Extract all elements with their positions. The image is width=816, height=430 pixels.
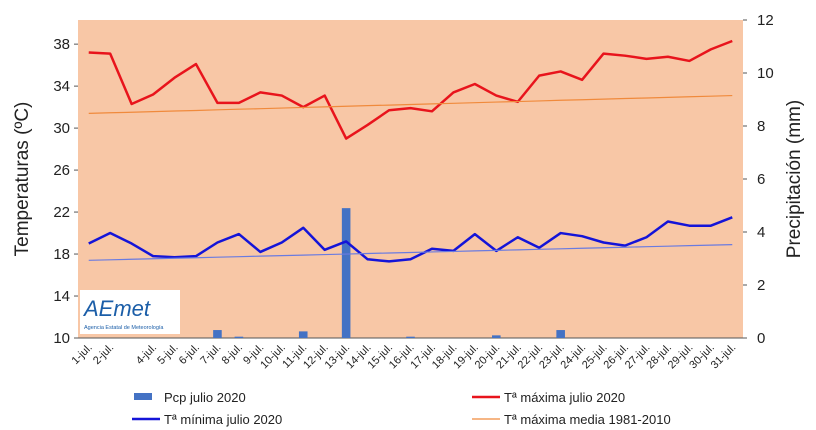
y-tick-label: 18 [53,246,70,263]
logo-box [80,290,180,334]
y-axis-title: Temperaturas (ºC) [12,102,33,257]
logo: AEmet Agencia Estatal de Meteorología [80,290,180,334]
y2-tick-label: 10 [757,65,774,82]
bar [234,336,244,338]
y-tick-label: 10 [53,330,70,347]
legend-label: Tª mínima julio 2020 [164,412,282,427]
y-tick-label: 38 [53,36,70,53]
line [88,243,733,261]
line [88,216,733,263]
y2-tick-label: 2 [757,277,765,294]
legend-label: Tª máxima julio 2020 [504,390,625,405]
legend-label: Tª máxima media 1981-2010 [504,412,671,427]
y-tick-label: 34 [53,78,70,95]
line [88,39,733,140]
x-tick-label: 4-jul. [134,342,159,367]
y-tick-label: 22 [53,204,70,221]
y2-tick-label: 8 [757,118,765,135]
y2-tick-label: 6 [757,171,765,188]
x-tick-label: 8-jul. [220,342,245,367]
y2-tick-label: 4 [757,224,765,241]
logo-title: AEmet [82,296,151,321]
bar [341,208,351,338]
bar [492,335,501,338]
bar [406,336,415,338]
logo-subtitle: Agencia Estatal de Meteorología [84,325,164,331]
x-tick-label: 7-jul. [198,342,223,367]
x-tick-label: 1-jul. [70,342,95,367]
x-tick-label: 5-jul. [155,342,180,367]
bar [213,330,222,338]
bar [298,331,308,338]
y-tick-label: 26 [53,162,70,179]
legend-swatch [134,393,152,400]
y-tick-label: 30 [53,120,70,137]
x-tick-label: 6-jul. [177,342,202,367]
x-tick-label: 10-jul. [258,342,288,372]
x-tick-label: 31-jul. [709,342,739,372]
x-tick-label: 2-jul. [91,342,116,367]
y2-tick-label: 12 [757,12,774,29]
y2-axis-title: Precipitación (mm) [784,100,805,258]
bar [556,330,565,338]
line [88,94,733,115]
plot-background [78,20,743,338]
y2-tick-label: 0 [757,330,765,347]
y-tick-label: 14 [53,288,70,305]
legend-label: Pcp julio 2020 [164,390,246,405]
